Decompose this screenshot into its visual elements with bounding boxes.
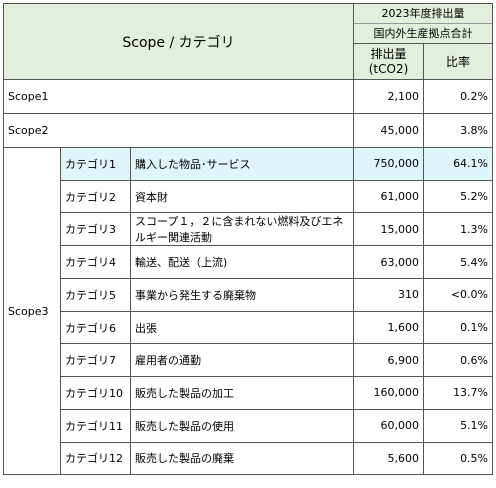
scope: Scope3 [3, 146, 61, 476]
unit: (tCO2) [368, 61, 409, 76]
description: 販売した製品の加工 [129, 376, 355, 410]
table-row: カテゴリ11 販売した製品の使用 60,000 5.1% [4, 408, 494, 443]
emissions: 1,600 [353, 310, 425, 345]
description: 販売した製品の廃棄 [129, 441, 355, 476]
table-row: カテゴリ7 雇用者の通勤 6,900 0.6% [4, 343, 494, 378]
ratio: 1.3% [423, 212, 494, 247]
table-row: Scope3 カテゴリ1 購入した物品･サービス 750,000 64.1% [3, 146, 494, 476]
ratio: 0.5% [423, 441, 494, 476]
ratio: 5.2% [423, 179, 494, 214]
table-row: カテゴリ10 販売した製品の加工 160,000 13.7% [4, 376, 494, 410]
emissions: 2,100 [353, 79, 425, 114]
category: カテゴリ12 [60, 441, 131, 476]
description: 出張 [129, 310, 355, 345]
scope: Scope2 [2, 113, 355, 148]
ratio-header: 比率 [423, 43, 494, 80]
description: 販売した製品の使用 [129, 408, 355, 443]
description: 事業から発生する廃棄物 [129, 278, 355, 312]
table-row: カテゴリ6 出張 1,600 0.1% [4, 310, 494, 345]
ratio: 64.1% [423, 147, 494, 181]
ratio: 0.1% [423, 310, 494, 345]
basis: 国内外生産拠点合計 [373, 27, 473, 40]
period: 2023年度排出量 [354, 5, 492, 24]
category: カテゴリ2 [60, 179, 131, 214]
emissions: 750,000 [353, 147, 425, 181]
header-title: Scope / カテゴリ [2, 3, 355, 80]
emissions: 5,600 [353, 441, 425, 476]
description: スコープ１，２に含まれない燃料及びエネルギー関連活動 [129, 212, 355, 247]
ratio: <0.0% [423, 278, 494, 312]
header-period: 2023年度排出量 国内外生産拠点合計 [353, 3, 494, 44]
category: カテゴリ10 [60, 376, 131, 410]
emissions-header: 排出量 (tCO2) [353, 43, 425, 80]
description: 購入した物品･サービス [129, 147, 355, 181]
ratio: 0.6% [423, 343, 494, 378]
emissions: 61,000 [353, 179, 425, 214]
ratio: 5.4% [423, 245, 494, 280]
ratio: 0.2% [423, 79, 494, 114]
category: カテゴリ1 [60, 147, 131, 181]
emissions: 15,000 [353, 212, 425, 247]
description: 輸送、配送（上流) [129, 245, 355, 280]
category: カテゴリ7 [60, 343, 131, 378]
ratio: 5.1% [423, 408, 494, 443]
category: カテゴリ3 [60, 212, 131, 247]
table-row: カテゴリ2 資本財 61,000 5.2% [4, 179, 494, 214]
ratio: 13.7% [423, 376, 494, 410]
table-row: Scope2 45,000 3.8% [2, 113, 494, 148]
description: 資本財 [129, 179, 355, 214]
emissions: 60,000 [353, 408, 425, 443]
category: カテゴリ11 [60, 408, 131, 443]
emissions: 63,000 [353, 245, 425, 280]
emissions: 310 [353, 278, 425, 312]
table-row: カテゴリ4 輸送、配送（上流) 63,000 5.4% [4, 245, 494, 280]
ratio: 3.8% [423, 113, 494, 148]
table-row: カテゴリ12 販売した製品の廃棄 5,600 0.5% [4, 441, 494, 476]
emissions: 160,000 [353, 376, 425, 410]
description: 雇用者の通勤 [129, 343, 355, 378]
emissions: 45,000 [353, 113, 425, 148]
category: カテゴリ6 [60, 310, 131, 345]
emissions: 6,900 [353, 343, 425, 378]
scope: Scope1 [2, 79, 355, 114]
emissions-label: 排出量 [370, 46, 407, 61]
table-row: カテゴリ5 事業から発生する廃棄物 310 <0.0% [4, 278, 494, 312]
table-row: Scope1 2,100 0.2% [2, 79, 494, 114]
category: カテゴリ5 [60, 278, 131, 312]
category: カテゴリ4 [60, 245, 131, 280]
emissions-table: Scope / カテゴリ 2023年度排出量 国内外生産拠点合計 排出量 (tC… [2, 3, 494, 476]
table-row: カテゴリ3 スコープ１，２に含まれない燃料及びエネルギー関連活動 15,000 1.3… [4, 212, 494, 247]
